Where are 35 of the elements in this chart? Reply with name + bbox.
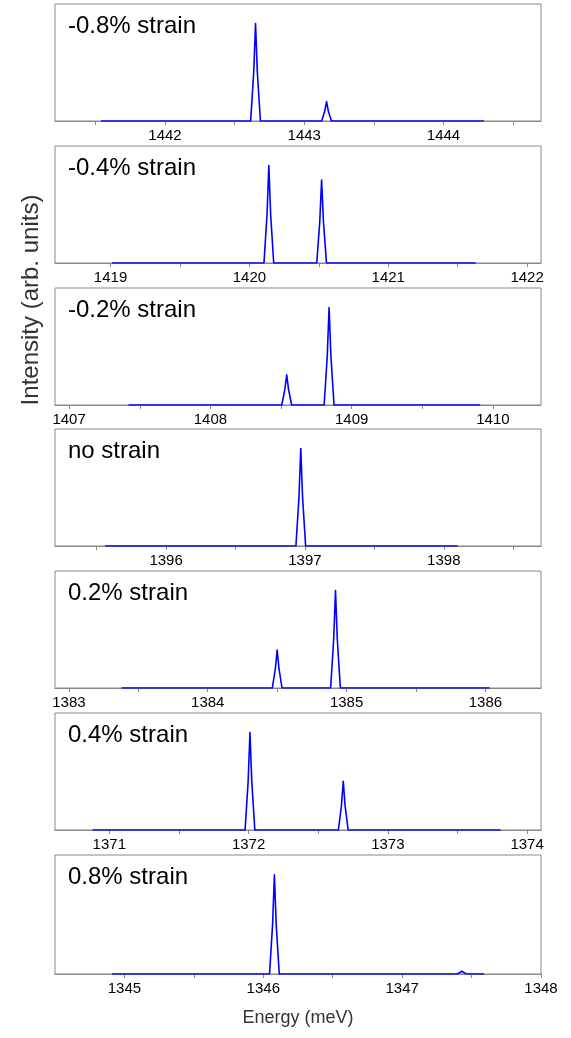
annotation: -0.2% strain: [68, 294, 197, 322]
x-tick-label: 1444: [426, 126, 461, 143]
x-tick-label: 1385: [329, 693, 364, 711]
x-tick-label: 1410: [476, 409, 510, 427]
annotation: 0.8% strain: [68, 861, 189, 889]
x-tick-label: 1383: [52, 693, 86, 711]
annotation: -0.4% strain: [68, 152, 197, 180]
x-tick-label: 1373: [371, 835, 405, 852]
annotation: -0.8% strain: [68, 10, 197, 38]
x-axis-title: Energy (meV): [242, 1006, 354, 1027]
x-tick-label: 1346: [246, 978, 280, 996]
x-tick-label: 1422: [510, 267, 544, 285]
x-tick-label: 1420: [232, 267, 267, 285]
x-tick-label: 1386: [468, 693, 503, 711]
annotation: 0.2% strain: [68, 577, 189, 605]
x-tick-label: 1407: [52, 409, 86, 427]
annotation: no strain: [68, 435, 161, 463]
x-tick-label: 1443: [287, 126, 321, 143]
x-tick-label: 1398: [427, 551, 461, 569]
x-tick-label: 1345: [107, 978, 142, 996]
x-tick-label: 1347: [385, 978, 419, 996]
x-tick-label: 1409: [335, 409, 369, 427]
x-tick-label: 1348: [524, 978, 558, 996]
x-tick-label: 1372: [231, 835, 266, 852]
x-tick-label: 1397: [288, 551, 322, 569]
x-tick-label: 1421: [371, 267, 405, 285]
x-tick-label: 1419: [93, 267, 128, 285]
x-tick-label: 1396: [149, 551, 183, 569]
x-tick-label: 1371: [92, 835, 126, 852]
x-tick-label: 1384: [191, 693, 225, 711]
y-axis-title: Intensity (arb. units): [16, 194, 44, 405]
annotation: 0.4% strain: [68, 719, 189, 747]
x-tick-label: 1408: [193, 409, 228, 427]
x-tick-label: 1442: [148, 126, 182, 143]
x-tick-label: 1374: [510, 835, 544, 852]
